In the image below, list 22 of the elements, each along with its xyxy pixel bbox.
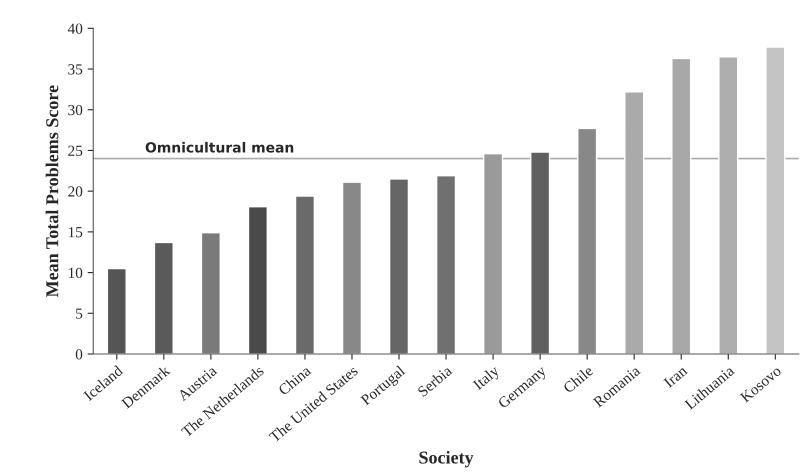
bar — [200, 232, 221, 354]
ref-line-label: Omnicultural mean — [146, 142, 294, 153]
y-tick-label: 10 — [68, 268, 82, 278]
x-tick-label: Chile — [562, 364, 594, 394]
y-tick-label: 0 — [76, 349, 82, 360]
bar — [436, 174, 456, 354]
bar — [765, 46, 786, 354]
y-tick-label: 20 — [68, 186, 82, 197]
y-tick-label: 35 — [68, 64, 82, 74]
bar — [482, 153, 504, 354]
bar — [294, 195, 316, 354]
y-tick-label: 15 — [68, 227, 82, 238]
bar — [388, 178, 410, 354]
y-axis-title: Mean Total Problems Score — [46, 85, 58, 298]
x-axis-title: Society — [419, 450, 474, 468]
y-tick-label: 5 — [76, 308, 82, 319]
y-tick-label: 30 — [68, 104, 82, 116]
x-tick-label: Italy — [472, 364, 502, 393]
y-tick-label: 40 — [68, 23, 82, 34]
bar — [577, 128, 598, 354]
y-tick-label: 25 — [68, 146, 82, 156]
bar — [342, 182, 362, 354]
